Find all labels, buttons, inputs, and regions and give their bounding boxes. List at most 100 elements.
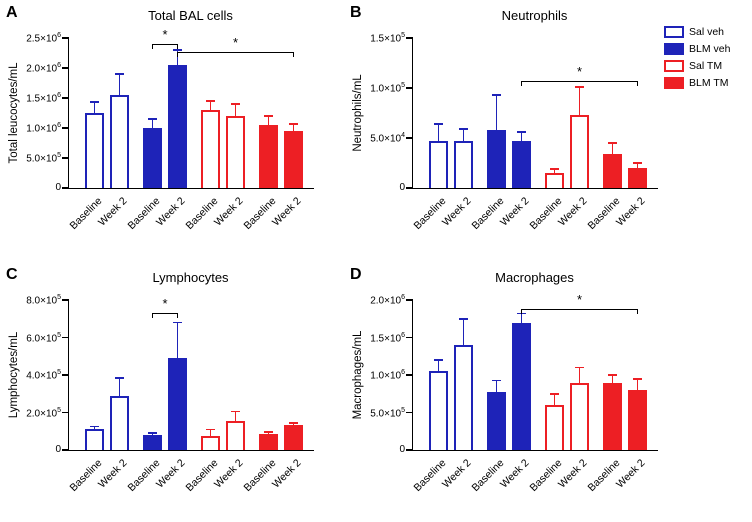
bar-blm-veh — [168, 358, 187, 450]
significance-star: * — [162, 27, 168, 42]
error-bar-cap — [608, 374, 617, 376]
panel-c: C Lymphocytes Lymphocytes/mL 0 2.0×105 4.0… — [6, 266, 328, 516]
legend-label-sal-tm: Sal TM — [689, 60, 723, 72]
y-tick-label: 5.0×104 — [370, 132, 405, 145]
panel-b: B Neutrophils Neutrophils/mL 0 5.0×104 1.0… — [350, 4, 672, 254]
error-bar-cap — [115, 377, 124, 379]
significance-bracket-end — [520, 309, 523, 314]
error-bar — [553, 393, 556, 407]
error-bar-cap — [231, 410, 240, 413]
legend-swatch-blm-tm — [664, 77, 684, 89]
bar-blm-veh — [143, 435, 162, 450]
legend-swatch-blm-veh — [664, 43, 684, 55]
y-tick-label: 2.5×106 — [26, 32, 61, 45]
error-bar — [118, 377, 121, 398]
error-bar — [611, 143, 614, 156]
error-bar-cap — [231, 103, 240, 105]
legend: Sal veh BLM veh Sal TM BLM TM — [664, 26, 730, 94]
error-bar-cap — [575, 366, 584, 369]
significance-bracket — [152, 44, 178, 46]
bar-sal-tm — [226, 116, 245, 188]
bar-blm-tm — [284, 131, 303, 188]
error-bar — [437, 360, 440, 374]
bar-blm-tm — [603, 154, 622, 188]
error-bar — [520, 313, 523, 325]
legend-swatch-sal-veh — [664, 26, 684, 38]
error-bar — [176, 322, 179, 361]
significance-bracket-end — [176, 44, 179, 49]
bar-blm-veh — [512, 141, 531, 188]
y-tick-label: 4.0×105 — [26, 369, 61, 382]
y-tick-label: 1.0×105 — [370, 82, 405, 95]
y-tick-mark — [62, 336, 69, 339]
error-bar — [636, 163, 639, 170]
error-bar-cap — [264, 115, 273, 117]
significance-bracket-end — [292, 51, 295, 57]
bar-sal-veh — [110, 95, 129, 188]
y-tick-label: 1.5×106 — [370, 331, 405, 344]
legend-label-blm-veh: BLM veh — [689, 43, 731, 55]
error-bar-cap — [608, 142, 617, 144]
bar-blm-veh — [143, 128, 162, 188]
y-tick-mark — [62, 67, 69, 69]
error-bar — [462, 318, 465, 347]
bar-sal-veh — [85, 113, 104, 188]
y-tick-label: 1.0×106 — [370, 369, 405, 382]
y-tick-mark — [62, 127, 69, 129]
y-tick-label: 6.0×105 — [26, 331, 61, 344]
bar-blm-tm — [628, 390, 647, 450]
bar-sal-tm — [545, 173, 564, 188]
error-bar-cap — [173, 321, 182, 324]
significance-star: * — [576, 292, 583, 307]
significance-bracket — [152, 313, 178, 315]
error-bar-cap — [264, 431, 273, 433]
error-bar — [93, 426, 96, 432]
y-axis-label-a: Total leucocytes/mL — [8, 62, 20, 164]
y-tick-mark — [62, 187, 69, 189]
bar-blm-tm — [259, 125, 278, 188]
significance-bracket — [177, 51, 294, 54]
error-bar-cap — [90, 101, 99, 103]
error-bar-cap — [459, 318, 468, 320]
error-bar — [553, 169, 556, 175]
bar-blm-tm — [284, 424, 303, 450]
error-bar — [292, 123, 295, 133]
y-tick-label: 0 — [55, 182, 61, 193]
bar-blm-tm — [628, 168, 647, 188]
error-bar — [267, 432, 270, 437]
panel-letter-d: D — [350, 266, 362, 283]
chart-title-a: Total BAL cells — [148, 8, 233, 23]
plot-area-c: 0 2.0×105 4.0×105 6.0×105 8.0×105 Baseline Wee… — [26, 294, 314, 494]
error-bar-cap — [517, 131, 526, 133]
error-bar-cap — [633, 378, 642, 380]
bar-sal-tm — [201, 435, 220, 450]
error-bar-cap — [90, 425, 99, 428]
significance-bracket-end — [151, 313, 154, 319]
error-bar — [118, 74, 121, 97]
error-bar-cap — [575, 86, 584, 88]
y-tick-mark — [62, 157, 69, 159]
error-bar — [636, 378, 639, 392]
significance-star: * — [232, 34, 239, 50]
error-bar — [151, 433, 154, 437]
y-tick-mark — [62, 37, 69, 39]
error-bar-cap — [173, 49, 182, 51]
bar-sal-veh — [85, 429, 104, 450]
y-tick-mark — [406, 411, 413, 414]
bar-sal-tm — [201, 110, 220, 188]
legend-item-blm-tm: BLM TM — [664, 77, 730, 89]
y-tick-label: 2.0×106 — [26, 62, 61, 75]
error-bar — [151, 119, 154, 130]
plot-area-a: 0 5.0×105 1.0×106 1.5×106 2.0×106 2.5×106 Base… — [26, 27, 314, 232]
error-bar — [93, 102, 96, 115]
bar-sal-tm — [570, 115, 589, 188]
y-tick-label: 2.0×105 — [26, 406, 61, 419]
error-bar-cap — [148, 432, 157, 434]
legend-label-sal-veh: Sal veh — [689, 26, 725, 38]
error-bar-cap — [492, 94, 501, 96]
significance-bracket-end — [176, 51, 179, 57]
significance-bracket-end — [176, 313, 179, 319]
panel-a: A Total BAL cells Total leucocytes/mL 0 5… — [6, 4, 328, 254]
panel-letter-b: B — [350, 4, 362, 21]
bar-blm-veh — [487, 130, 506, 188]
